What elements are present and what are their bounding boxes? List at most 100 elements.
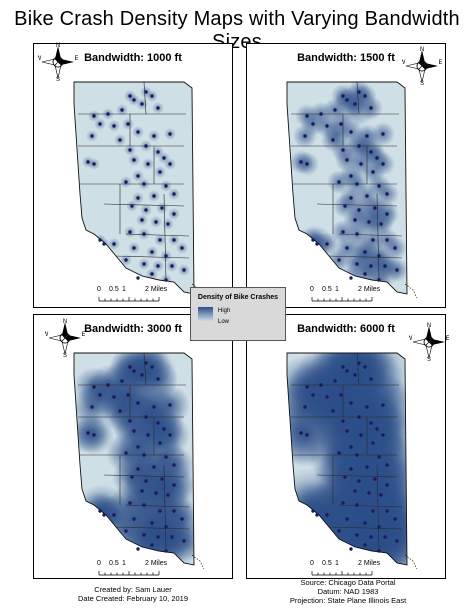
crash-point: [381, 132, 385, 136]
crash-point: [172, 212, 176, 216]
scale-bar: 0 0.5 1 2 Miles: [97, 560, 207, 586]
legend-gradient-swatch: [198, 307, 213, 321]
crash-point: [86, 431, 90, 435]
svg-text:W: W: [402, 60, 406, 66]
crash-point: [158, 509, 162, 513]
crash-point: [311, 122, 315, 126]
crash-point: [120, 379, 124, 383]
scale-label: 2 Miles: [145, 286, 168, 293]
crash-point: [146, 162, 150, 166]
crash-point: [130, 475, 134, 479]
svg-text:E: E: [438, 60, 442, 66]
crash-point: [299, 160, 303, 164]
crash-point: [341, 501, 345, 505]
scale-label: 2 Miles: [145, 560, 168, 567]
credit-projection: Projection: State Plane Illinois East: [289, 596, 407, 605]
map-panel-1500ft: Bandwidth: 1500 ft: [246, 43, 446, 308]
crash-point: [128, 419, 132, 423]
crash-point: [112, 395, 116, 399]
crash-point: [142, 182, 146, 186]
crash-point: [363, 365, 367, 369]
crash-point: [136, 547, 140, 551]
crash-point: [339, 393, 343, 397]
crash-point: [150, 94, 154, 98]
crash-point: [341, 94, 345, 98]
scale-label: 0: [310, 560, 314, 567]
crash-point: [156, 264, 160, 268]
crash-point: [130, 204, 134, 208]
north-arrow-icon: N S E W: [407, 322, 450, 363]
crash-point: [299, 431, 303, 435]
scale-bar: 0 0.5 1 2 Miles: [310, 560, 420, 586]
crash-point: [98, 238, 102, 242]
svg-text:N: N: [427, 323, 431, 329]
crash-point: [337, 529, 341, 533]
crash-point: [140, 489, 144, 493]
scale-label: 1: [122, 286, 126, 293]
crash-point: [355, 453, 359, 457]
crash-point: [162, 427, 166, 431]
crash-point: [142, 262, 146, 266]
crash-point: [357, 361, 361, 365]
crash-point: [305, 114, 309, 118]
crash-point: [160, 206, 164, 210]
crash-point: [357, 144, 361, 148]
crash-point: [164, 549, 168, 553]
crash-point: [92, 114, 96, 118]
crash-point: [140, 373, 144, 377]
crash-point: [319, 383, 323, 387]
crash-point: [150, 543, 154, 547]
crash-point: [349, 130, 353, 134]
crash-point: [118, 138, 122, 142]
svg-text:E: E: [74, 56, 78, 62]
crash-point: [182, 268, 186, 272]
crash-point: [363, 272, 367, 276]
crash-point: [333, 108, 337, 112]
crash-point: [118, 409, 122, 413]
svg-text:W: W: [45, 332, 49, 338]
crash-point: [154, 491, 158, 495]
crash-point: [325, 395, 329, 399]
crash-point: [305, 162, 309, 166]
panel-title-1500ft: Bandwidth: 1500 ft: [297, 52, 395, 64]
crash-point: [345, 158, 349, 162]
crash-point: [128, 365, 132, 369]
crash-point: [124, 529, 128, 533]
crash-point: [341, 230, 345, 234]
crash-point: [152, 465, 156, 469]
crash-point: [369, 377, 373, 381]
crash-point: [393, 246, 397, 250]
crash-point: [166, 222, 170, 226]
crash-point: [170, 264, 174, 268]
crash-point: [106, 112, 110, 116]
crash-point: [128, 94, 132, 98]
scale-label: 1: [335, 286, 339, 293]
crash-point: [136, 445, 140, 449]
crash-point: [136, 276, 140, 280]
crash-point: [128, 230, 132, 234]
crash-point: [375, 156, 379, 160]
crash-point: [363, 543, 367, 547]
map-1000ft: [73, 81, 205, 299]
crash-point: [92, 385, 96, 389]
svg-text:S: S: [63, 353, 67, 358]
panel-title-6000ft: Bandwidth: 6000 ft: [297, 323, 395, 335]
crash-point: [156, 150, 160, 154]
svg-text:S: S: [420, 81, 424, 86]
crash-point: [160, 477, 164, 481]
crash-point: [377, 184, 381, 188]
crash-point: [337, 180, 341, 184]
crash-point: [168, 433, 172, 437]
crash-point: [142, 453, 146, 457]
crash-point: [124, 180, 128, 184]
crash-point: [363, 94, 367, 98]
crash-point: [369, 421, 373, 425]
crash-point: [150, 250, 154, 254]
north-arrow-icon: N S E W: [36, 42, 79, 83]
crash-point: [132, 158, 136, 162]
crash-point: [383, 535, 387, 539]
crash-point: [172, 463, 176, 467]
crash-point: [128, 148, 132, 152]
crash-point: [355, 533, 359, 537]
crash-point: [363, 521, 367, 525]
